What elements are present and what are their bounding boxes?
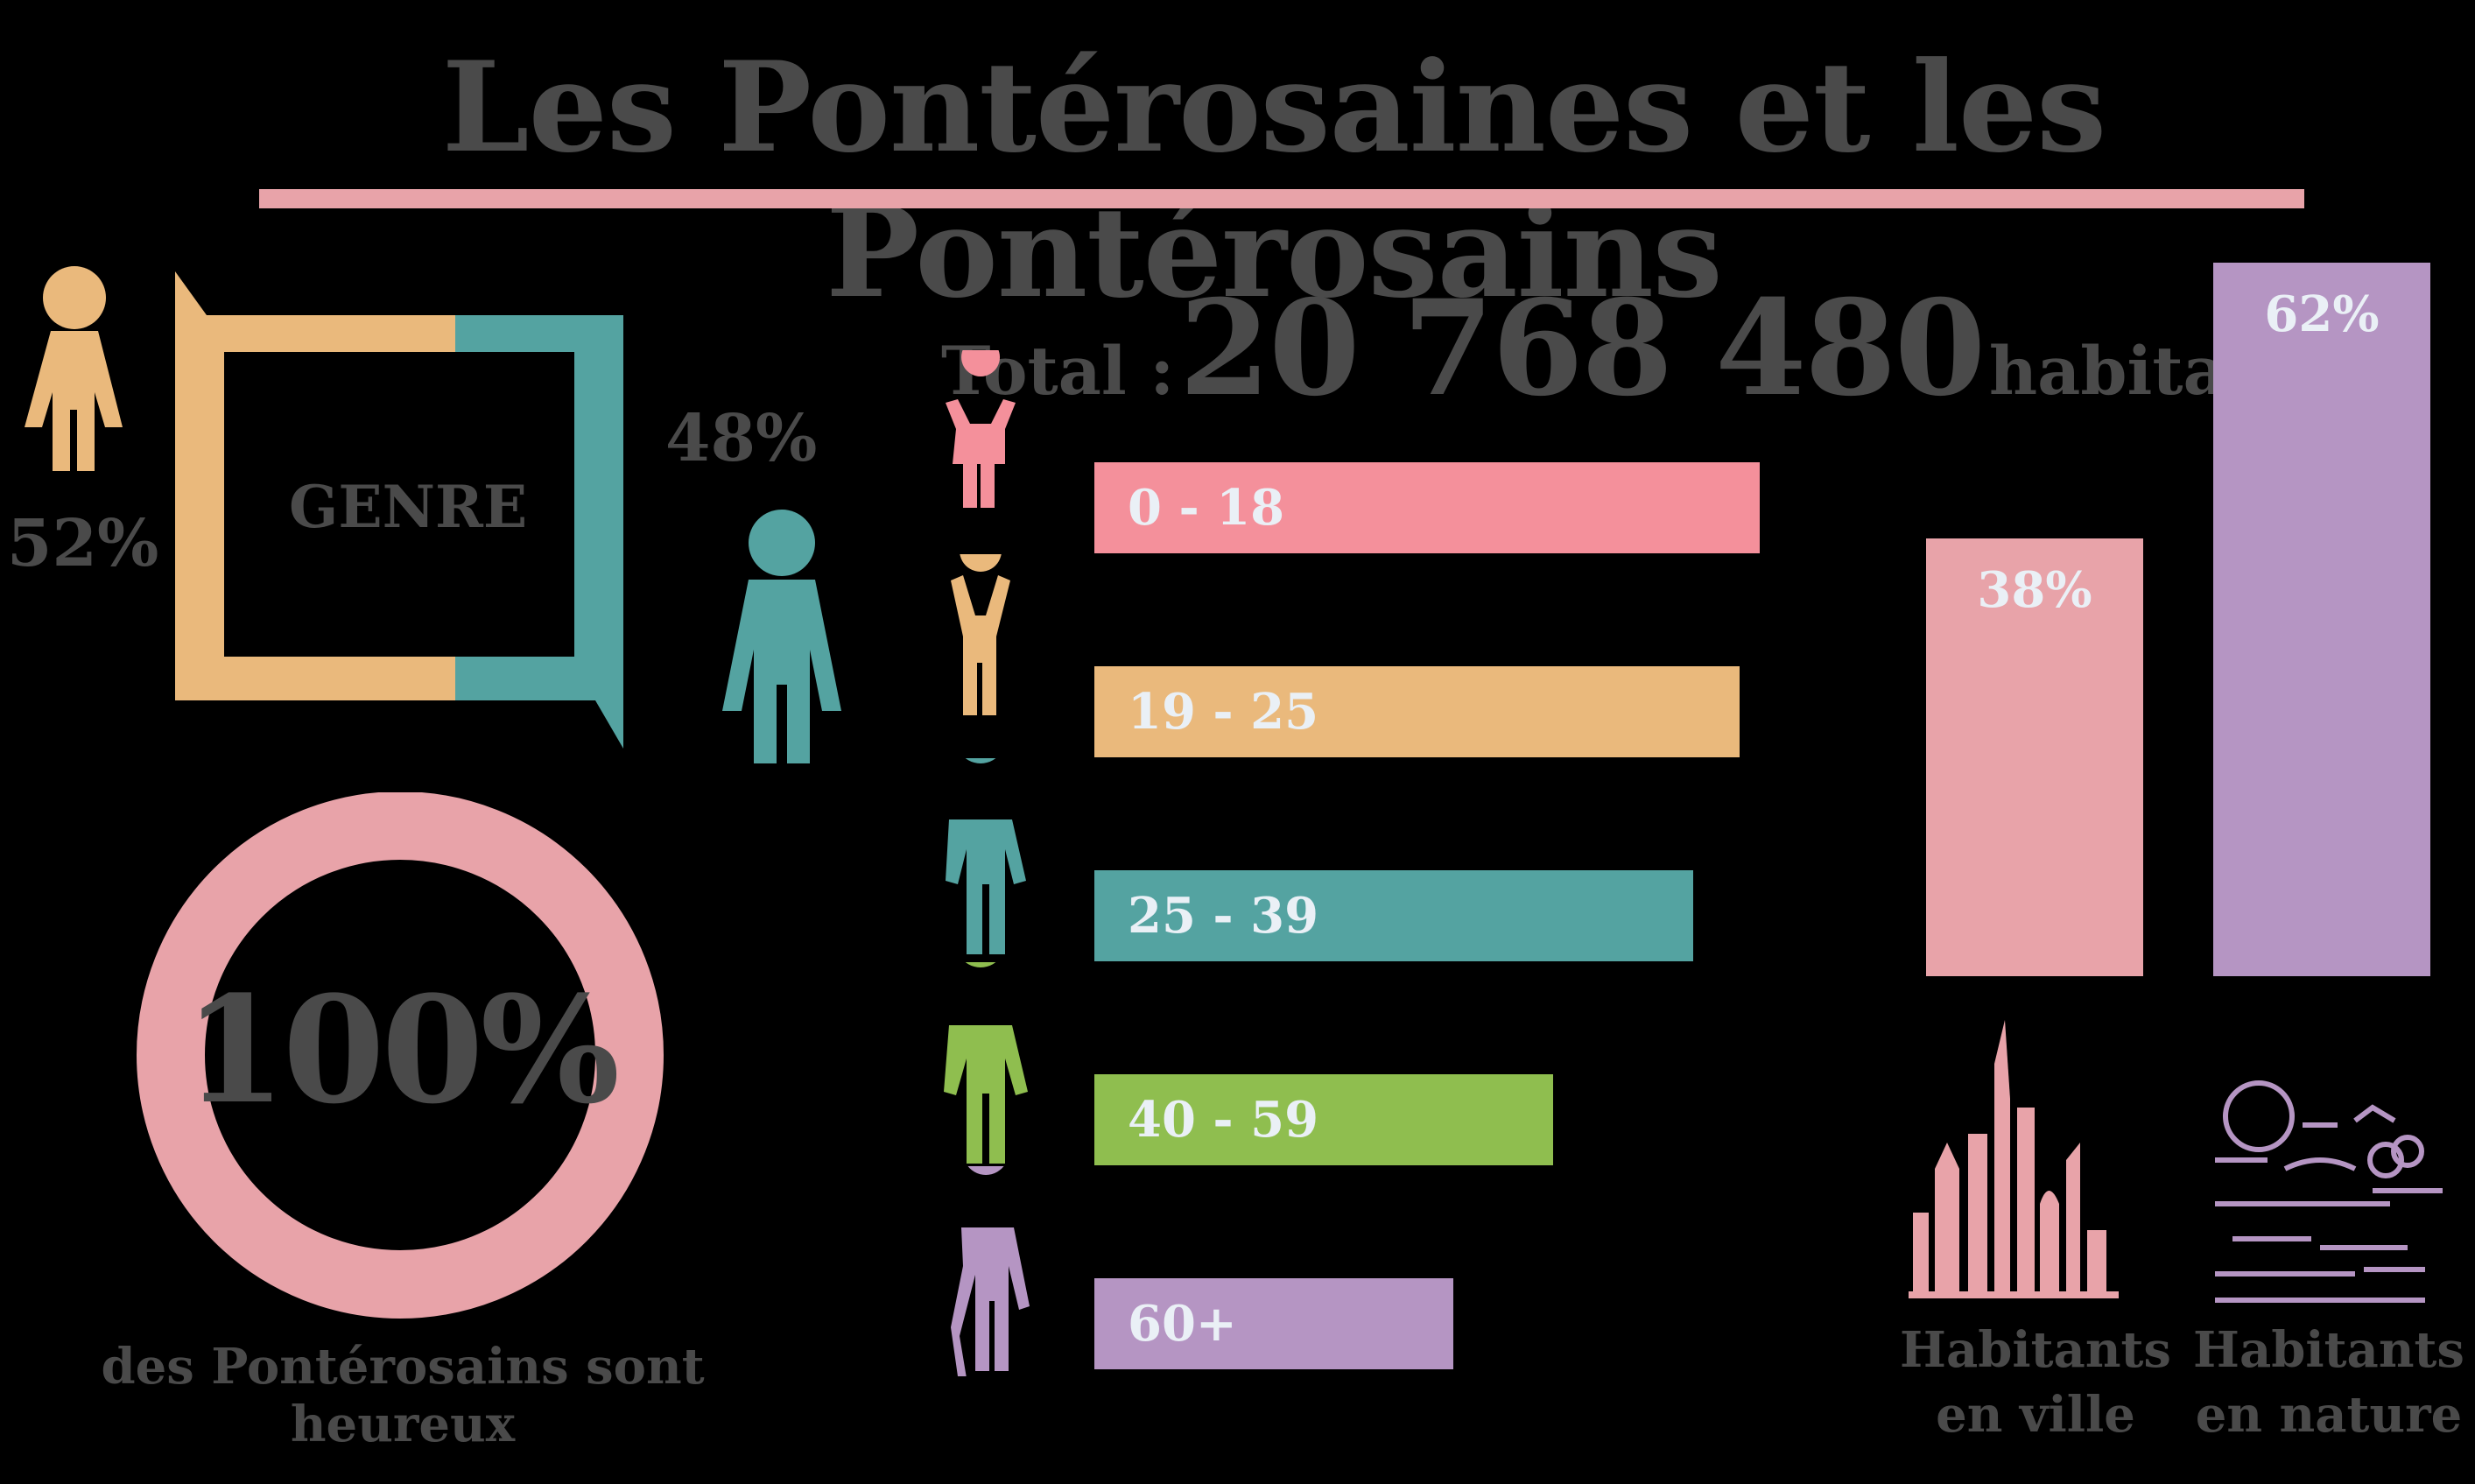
gender-frame [175,271,623,749]
nature-caption-line-1: Habitants [2193,1321,2464,1379]
habitat-icons [1909,1020,2443,1303]
female-percentage: 52% [7,506,159,581]
age-bar-label: 0 - 18 [1128,479,1285,537]
nature-caption-line-2: en nature [2195,1386,2463,1444]
happiness-value: 100% [183,963,620,1136]
age-bar: 60+ [1094,1278,1453,1369]
habitat-bar: 62% [2213,263,2430,976]
habitat-bar-chart: 38% 62% [1917,263,2443,981]
age-bar-label: 25 - 39 [1128,887,1319,945]
age-bar: 40 - 59 [1094,1074,1553,1165]
age-bar: 19 - 25 [1094,666,1740,757]
habitat-bar-label: 62% [2264,285,2380,343]
age-bar-label: 40 - 59 [1128,1091,1319,1149]
age-bar: 0 - 18 [1094,462,1760,553]
male-percentage: 48% [665,401,818,476]
happiness-caption: des Pontérosains sont heureux [101,1338,705,1453]
age-bar: 25 - 39 [1094,870,1693,961]
nature-landscape-icon [2215,1080,2443,1303]
age-bar-chart: 0 - 18 19 - 25 25 - 39 40 - 59 60+ [911,350,1786,1427]
adult-icon [946,758,1026,954]
city-skyline-icon [1909,1020,2119,1298]
toddler-icon [946,350,1016,508]
gender-label: GENRE [289,473,528,541]
nature-caption: Habitants en nature [2184,1318,2473,1447]
city-caption-line-2: en ville [1936,1386,2135,1444]
title-underline [259,189,2304,208]
city-caption: Habitants en ville [1891,1318,2180,1447]
habitat-bar: 38% [1926,538,2143,976]
happiness-ring [137,792,664,1319]
total-value: 20 768 480 [1178,271,1986,426]
city-caption-line-1: Habitants [1900,1321,2171,1379]
male-figure-icon [722,510,841,763]
female-figure-icon [25,266,123,471]
gender-graphic [25,266,841,763]
age-bar-label: 60+ [1128,1295,1237,1353]
senior-cane-icon [951,1166,1030,1376]
habitat-bar-label: 38% [1977,561,2092,619]
child-arms-up-icon [951,554,1010,715]
older-adult-icon [944,962,1028,1164]
age-bar-label: 19 - 25 [1128,683,1319,741]
